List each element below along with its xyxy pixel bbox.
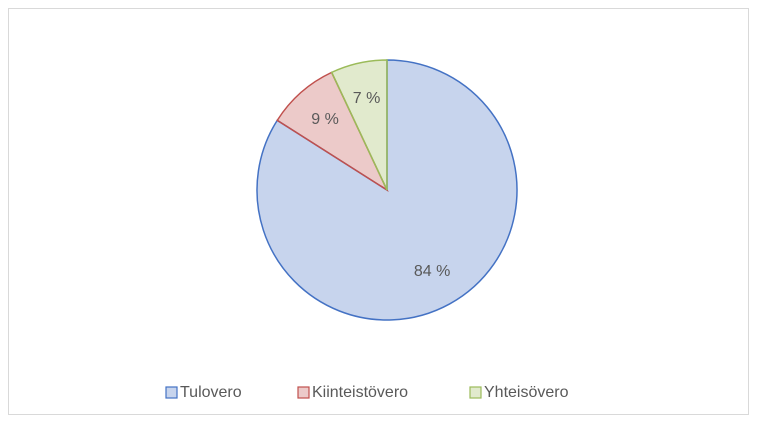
pie-slice [330, 59, 388, 191]
data-label: 7 % [353, 90, 381, 107]
legend-label: Kiinteistövero [312, 384, 408, 401]
legend-label: Yhteisövero [484, 384, 569, 401]
legend-swatch [469, 386, 482, 399]
legend-swatch [297, 386, 310, 399]
data-label: 9 % [311, 111, 339, 128]
chart-area [8, 8, 749, 415]
legend-label: Tulovero [180, 384, 242, 401]
pie-slice [256, 59, 518, 321]
data-label: 84 % [414, 263, 450, 280]
legend-swatch [165, 386, 178, 399]
